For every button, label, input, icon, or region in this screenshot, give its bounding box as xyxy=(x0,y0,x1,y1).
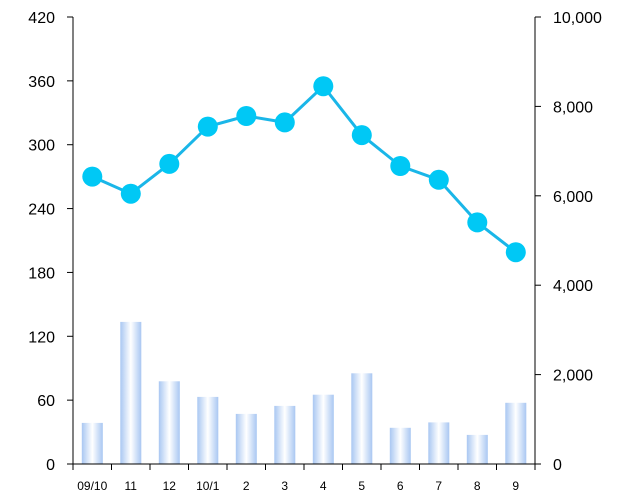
left-tick-label: 120 xyxy=(28,329,55,346)
line-point xyxy=(82,166,103,187)
bar xyxy=(466,434,488,464)
line-point xyxy=(505,242,526,263)
bar xyxy=(197,396,219,464)
left-tick-label: 180 xyxy=(28,265,55,282)
line-point xyxy=(351,125,372,146)
line-series xyxy=(82,76,526,263)
series-line xyxy=(91,84,517,254)
line-point xyxy=(428,169,449,190)
line-point xyxy=(197,116,218,137)
x-tick-label: 6 xyxy=(397,479,404,491)
x-tick-label: 11 xyxy=(125,479,138,491)
bar xyxy=(274,405,296,464)
left-tick-label: 360 xyxy=(28,74,55,91)
x-tick-label: 8 xyxy=(474,479,481,491)
line-point xyxy=(274,112,295,133)
line-point xyxy=(236,106,257,126)
x-tick-label: 7 xyxy=(435,479,442,491)
x-tick-label: 3 xyxy=(281,479,288,491)
left-tick-label: 0 xyxy=(46,457,55,474)
x-tick-label: 9 xyxy=(512,479,519,491)
line-point xyxy=(467,212,488,233)
x-tick-label: 2 xyxy=(243,479,250,491)
right-tick-label: 8,000 xyxy=(553,99,593,116)
bar xyxy=(81,422,103,464)
line-point xyxy=(120,183,141,204)
bar xyxy=(351,373,373,464)
left-tick-label: 60 xyxy=(37,393,55,410)
x-tick-label: 10/1 xyxy=(196,479,220,491)
bar xyxy=(428,422,450,464)
bar xyxy=(389,427,411,464)
right-tick-label: 0 xyxy=(553,457,562,474)
x-tick-label: 09/10 xyxy=(77,479,107,491)
right-tick-label: 10,000 xyxy=(553,10,602,27)
x-tick-label: 5 xyxy=(358,479,365,491)
bar-series xyxy=(81,321,527,464)
line-point xyxy=(313,76,334,97)
bar xyxy=(158,381,180,464)
line-point xyxy=(390,156,411,176)
x-tick-label: 12 xyxy=(163,479,177,491)
right-tick-label: 2,000 xyxy=(553,368,593,385)
right-tick-label: 6,000 xyxy=(553,189,593,206)
bar xyxy=(235,413,257,464)
bar xyxy=(312,394,334,464)
line-point xyxy=(159,153,180,174)
bar xyxy=(505,402,527,464)
right-tick-label: 4,000 xyxy=(553,278,593,295)
x-tick-label: 4 xyxy=(320,479,327,491)
bar xyxy=(120,321,142,464)
axes: 0 60 120 180 240 300 360 420 0 2,000 4,000 6,000 8,0… xyxy=(28,10,602,491)
left-tick-label: 420 xyxy=(28,10,55,27)
left-tick-label: 240 xyxy=(28,202,55,219)
left-tick-label: 300 xyxy=(28,138,55,155)
